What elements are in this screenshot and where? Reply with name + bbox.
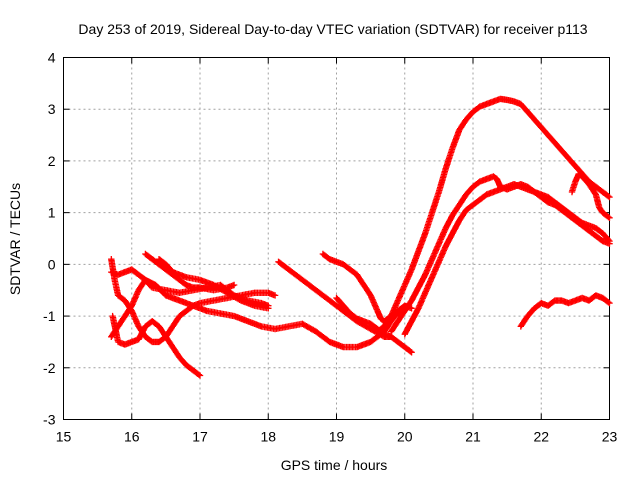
series-arc-13 bbox=[568, 170, 613, 221]
x-tick-label: 19 bbox=[329, 429, 345, 445]
x-tick-label: 23 bbox=[602, 429, 618, 445]
x-tick-label: 18 bbox=[260, 429, 276, 445]
data-marker-path bbox=[517, 292, 613, 330]
series-arc-3 bbox=[109, 312, 204, 379]
series-arc-12 bbox=[401, 181, 613, 338]
y-tick-label: 1 bbox=[48, 205, 56, 221]
y-tick-label: 4 bbox=[48, 50, 56, 66]
x-tick-label: 20 bbox=[397, 429, 413, 445]
data-marker-path bbox=[387, 173, 613, 335]
y-tick-label: -1 bbox=[43, 308, 56, 324]
y-tick-label: -2 bbox=[43, 360, 56, 376]
grid bbox=[63, 57, 610, 420]
series-arc-11 bbox=[387, 173, 613, 335]
data-marker-path bbox=[155, 256, 272, 312]
data-marker-path bbox=[109, 312, 204, 379]
y-tick-label: 0 bbox=[48, 256, 56, 272]
x-tick-label: 17 bbox=[192, 429, 208, 445]
x-tick-label: 21 bbox=[465, 429, 481, 445]
y-axis-label: SDTVAR / TECUs bbox=[7, 183, 23, 295]
y-tick-label: -3 bbox=[43, 412, 56, 428]
x-axis-label: GPS time / hours bbox=[281, 457, 388, 473]
x-tick-label: 15 bbox=[56, 429, 72, 445]
data-marker-path bbox=[374, 95, 613, 335]
series-arc-14 bbox=[517, 292, 613, 330]
series-arc-10 bbox=[374, 95, 613, 335]
data-marker-path bbox=[401, 181, 613, 338]
chart-title: Day 253 of 2019, Sidereal Day-to-day VTE… bbox=[78, 21, 587, 37]
y-tick-label: 2 bbox=[48, 153, 56, 169]
series-arc-6 bbox=[155, 256, 272, 312]
y-tick-label: 3 bbox=[48, 101, 56, 117]
data-points bbox=[108, 95, 613, 379]
x-tick-label: 22 bbox=[533, 429, 549, 445]
x-tick-label: 16 bbox=[124, 429, 140, 445]
data-marker-path bbox=[568, 170, 613, 221]
